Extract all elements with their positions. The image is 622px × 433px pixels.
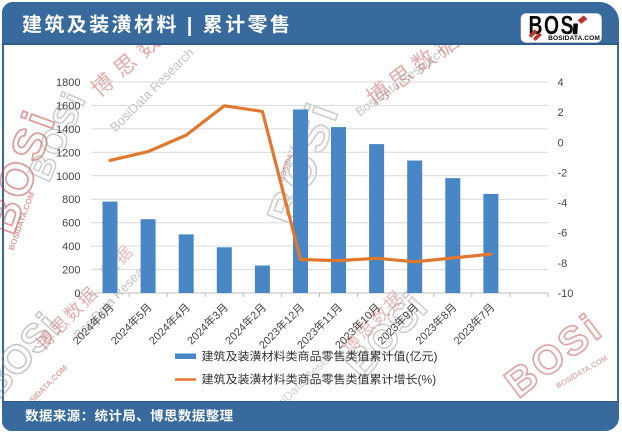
svg-text:2: 2 — [558, 107, 564, 119]
svg-text:800: 800 — [62, 194, 80, 206]
svg-text:200: 200 — [62, 265, 80, 277]
svg-text:0: 0 — [558, 137, 564, 149]
svg-text:BOSIDATA.COM: BOSIDATA.COM — [548, 35, 600, 42]
svg-text:-4: -4 — [558, 198, 568, 210]
svg-text:1600: 1600 — [56, 100, 80, 112]
svg-text:-2: -2 — [558, 167, 568, 179]
svg-text:1000: 1000 — [56, 171, 80, 183]
svg-text:400: 400 — [62, 241, 80, 253]
svg-text:BOS: BOS — [529, 12, 576, 40]
svg-text:-10: -10 — [558, 288, 574, 300]
svg-text:-6: -6 — [558, 228, 568, 240]
svg-text:0: 0 — [74, 288, 80, 300]
svg-text:-8: -8 — [558, 258, 568, 270]
svg-text:4: 4 — [558, 77, 564, 89]
svg-text:1800: 1800 — [56, 77, 80, 89]
svg-text:600: 600 — [62, 218, 80, 230]
svg-text:1200: 1200 — [56, 147, 80, 159]
svg-text:1400: 1400 — [56, 124, 80, 136]
